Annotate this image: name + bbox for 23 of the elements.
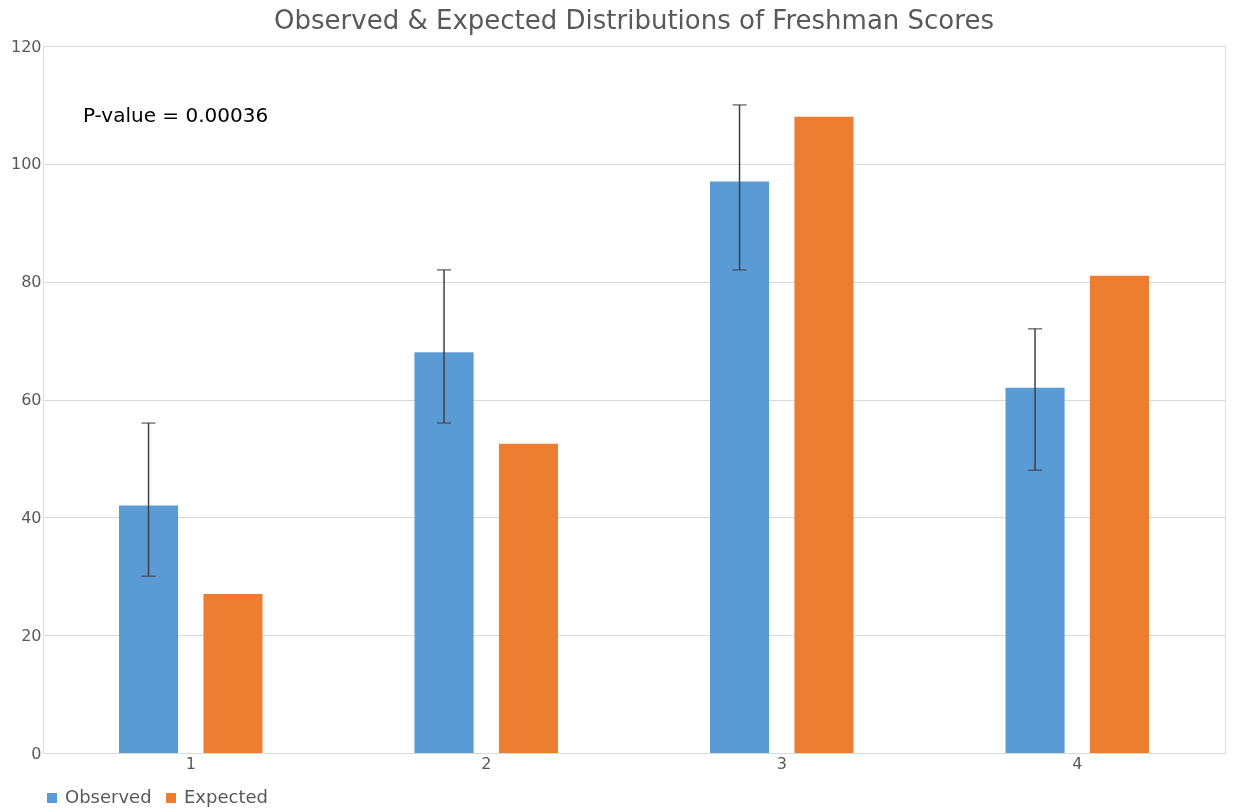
x-tick-label: 2	[481, 753, 492, 773]
y-tick-label: 20	[21, 625, 42, 645]
y-tick-label: 120	[10, 36, 42, 56]
chart-title: Observed & Expected Distributions of Freshman Scores	[274, 5, 994, 35]
legend-label: Expected	[184, 786, 268, 807]
bar	[794, 116, 854, 753]
bar	[1089, 275, 1150, 753]
x-tick-label: 3	[776, 753, 787, 773]
x-tick-label: 4	[1072, 753, 1083, 773]
bar	[498, 443, 559, 753]
y-tick-label: 60	[21, 390, 42, 409]
legend-label: Observed	[65, 786, 152, 807]
bar	[1005, 387, 1065, 753]
bar	[414, 352, 474, 753]
y-tick-label: 80	[21, 272, 42, 292]
annotation: P-value = 0.00036	[83, 103, 269, 127]
y-tick-label: 40	[21, 507, 42, 527]
bar	[118, 505, 179, 753]
bar	[203, 593, 263, 753]
x-tick-label: 1	[185, 753, 196, 773]
y-tick-label: 100	[10, 154, 42, 174]
bar	[709, 181, 770, 753]
y-tick-label: 0	[31, 743, 42, 763]
